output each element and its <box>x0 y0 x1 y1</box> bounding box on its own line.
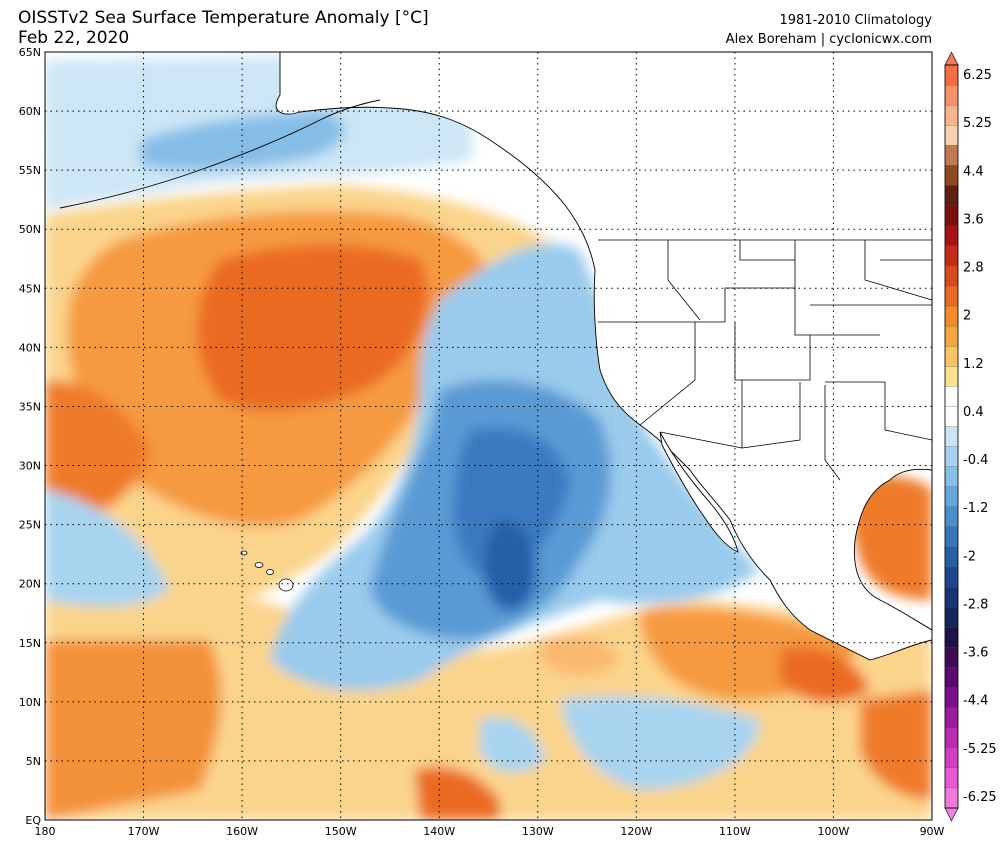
colorbar-segment <box>944 506 959 528</box>
colorbar-segment <box>944 84 959 106</box>
colorbar-segment <box>944 406 959 427</box>
colorbar-segment <box>944 466 959 488</box>
longitude-label: 170W <box>128 825 160 838</box>
longitude-label: 180 <box>35 825 56 838</box>
colorbar-min-extend <box>944 807 959 822</box>
colorbar-segment <box>944 426 959 447</box>
anomaly-field <box>45 52 932 820</box>
colorbar-segment <box>944 727 959 749</box>
colorbar-tick-label: 2.8 <box>963 261 984 276</box>
map-frame <box>44 51 933 821</box>
colorbar-tick-label: 6.25 <box>963 68 992 83</box>
longitude-label: 150W <box>325 825 357 838</box>
colorbar-tick-label: -2 <box>963 549 976 564</box>
colorbar-segment <box>944 185 959 207</box>
colorbar-segment <box>944 586 959 608</box>
latitude-label: 35N <box>19 400 41 413</box>
longitude-label: 160W <box>226 825 258 838</box>
latitude-label: 15N <box>19 637 41 650</box>
colorbar-segment <box>944 526 959 548</box>
title-line1: OISSTv2 Sea Surface Temperature Anomaly … <box>18 8 429 28</box>
north-america-land <box>275 51 933 661</box>
longitude-label: 90W <box>920 825 945 838</box>
colorbar-segment <box>944 165 959 186</box>
colorbar-segment <box>944 446 959 468</box>
colorbar-labels: 6.25 5.25 4.4 3.6 2.8 2 1.2 0.4 -0.4 -1.2 -2 -2.8 -3… <box>963 68 997 805</box>
colorbar-tick-label: 4.4 <box>963 164 984 179</box>
colorbar-tick-label: 2 <box>963 309 971 324</box>
longitude-label: 130W <box>522 825 554 838</box>
baja-peninsula <box>659 431 739 553</box>
colorbar-tick-label: -3.6 <box>963 646 988 661</box>
latitude-label: 55N <box>19 164 41 177</box>
latitude-label: 40N <box>19 341 41 354</box>
colorbar-tick-label: 3.6 <box>963 212 984 227</box>
colorbar-segment <box>944 205 959 227</box>
graticule <box>45 52 932 820</box>
colorbar-segment <box>944 707 959 729</box>
longitude-label: 120W <box>620 825 652 838</box>
colorbar-segment <box>944 366 959 387</box>
latitude-label: 45N <box>19 282 41 295</box>
colorbar-segment <box>944 305 959 327</box>
colorbar-tick-label: 0.4 <box>963 405 984 420</box>
colorbar-max-extend <box>944 51 959 66</box>
colorbar-tick-label: -5.25 <box>963 742 997 757</box>
colorbar-segment <box>944 607 959 628</box>
colorbar-segment <box>944 285 959 307</box>
latitude-label: 60N <box>19 105 41 118</box>
colorbar-segment <box>944 245 959 267</box>
colorbar-segment <box>944 386 959 407</box>
latitude-labels: 65N 60N 55N 50N 45N 40N 35N 30N 25N 20N 15N 10N 5N EQ <box>19 46 42 827</box>
colorbar-segment <box>944 667 959 688</box>
colorbar-tick-label: -6.25 <box>963 790 997 805</box>
colorbar-tick-label: -4.4 <box>963 694 988 709</box>
colorbar-segment <box>944 105 959 126</box>
longitude-labels: 180 170W 160W 150W 140W 130W 120W 110W 100W 90W <box>35 825 945 838</box>
latitude-label: 30N <box>19 460 41 473</box>
colorbar-segment <box>944 767 959 789</box>
credit-block: 1981-2010 Climatology Alex Boreham | cyc… <box>726 11 932 49</box>
colorbar-segment <box>944 325 959 347</box>
colorbar-segment <box>944 225 959 247</box>
colorbar-tick-label: -0.4 <box>963 453 988 468</box>
aleutian-islands <box>59 99 381 209</box>
colorbar-segment <box>944 687 959 709</box>
colorbar-tick-label: 5.25 <box>963 116 992 131</box>
title-date: Feb 22, 2020 <box>18 28 130 48</box>
latitude-label: EQ <box>25 814 41 827</box>
longitude-label: 100W <box>818 825 850 838</box>
colorbar-segment <box>944 566 959 588</box>
latitude-label: 10N <box>19 696 41 709</box>
colorbar-segment <box>944 145 959 166</box>
colorbar-frame <box>944 64 959 809</box>
colorbar-segment <box>944 64 959 86</box>
colorbar-segment <box>944 747 959 769</box>
latitude-label: 20N <box>19 578 41 591</box>
latitude-label: 65N <box>19 46 41 59</box>
colorbar-segment <box>944 787 959 809</box>
colorbar-segment <box>944 546 959 568</box>
colorbar-segment <box>944 345 959 367</box>
colorbar-tick-label: 1.2 <box>963 357 984 372</box>
climatology-label: 1981-2010 Climatology <box>779 13 932 28</box>
latitude-label: 5N <box>26 755 41 768</box>
colorbar-segment <box>944 125 959 146</box>
colorbar <box>944 51 959 822</box>
colorbar-segment <box>944 265 959 287</box>
colorbar-segment <box>944 627 959 648</box>
latitude-label: 50N <box>19 223 41 236</box>
longitude-label: 110W <box>719 825 751 838</box>
colorbar-segment <box>944 647 959 668</box>
hawaiian-islands <box>240 550 294 592</box>
longitude-label: 140W <box>423 825 455 838</box>
map-title: OISSTv2 Sea Surface Temperature Anomaly … <box>18 8 429 48</box>
colorbar-tick-label: -2.8 <box>963 597 988 612</box>
author-credit: Alex Boreham | cyclonicwx.com <box>725 32 932 47</box>
latitude-label: 25N <box>19 519 41 532</box>
colorbar-tick-label: -1.2 <box>963 501 988 516</box>
colorbar-segment <box>944 486 959 508</box>
